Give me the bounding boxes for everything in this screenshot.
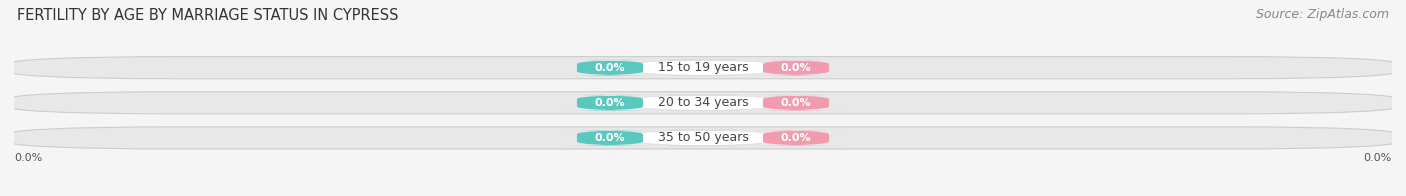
- FancyBboxPatch shape: [561, 95, 659, 111]
- FancyBboxPatch shape: [4, 92, 1402, 114]
- FancyBboxPatch shape: [4, 127, 1402, 149]
- Text: Source: ZipAtlas.com: Source: ZipAtlas.com: [1256, 8, 1389, 21]
- FancyBboxPatch shape: [747, 95, 845, 111]
- FancyBboxPatch shape: [747, 130, 845, 146]
- Text: 15 to 19 years: 15 to 19 years: [658, 61, 748, 74]
- Legend: Married, Unmarried: Married, Unmarried: [612, 193, 794, 196]
- FancyBboxPatch shape: [747, 60, 845, 75]
- Text: 0.0%: 0.0%: [780, 63, 811, 73]
- FancyBboxPatch shape: [4, 57, 1402, 79]
- FancyBboxPatch shape: [634, 130, 772, 146]
- FancyBboxPatch shape: [634, 95, 772, 111]
- Text: FERTILITY BY AGE BY MARRIAGE STATUS IN CYPRESS: FERTILITY BY AGE BY MARRIAGE STATUS IN C…: [17, 8, 398, 23]
- Text: 35 to 50 years: 35 to 50 years: [658, 131, 748, 144]
- FancyBboxPatch shape: [561, 130, 659, 146]
- Text: 0.0%: 0.0%: [595, 133, 626, 143]
- Text: 0.0%: 0.0%: [595, 98, 626, 108]
- Text: 0.0%: 0.0%: [780, 98, 811, 108]
- Text: 0.0%: 0.0%: [1364, 153, 1392, 163]
- Text: 0.0%: 0.0%: [595, 63, 626, 73]
- FancyBboxPatch shape: [561, 60, 659, 75]
- FancyBboxPatch shape: [634, 60, 772, 76]
- Text: 0.0%: 0.0%: [780, 133, 811, 143]
- Text: 20 to 34 years: 20 to 34 years: [658, 96, 748, 109]
- Text: 0.0%: 0.0%: [14, 153, 42, 163]
